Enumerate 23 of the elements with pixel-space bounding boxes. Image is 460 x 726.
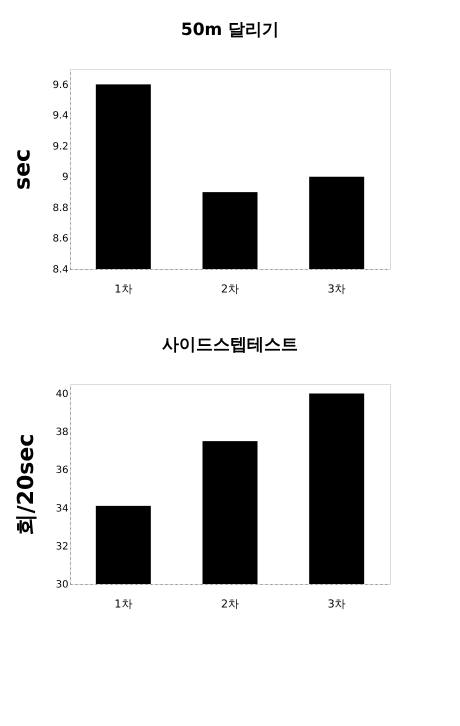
chart-title: 50m 달리기: [180, 20, 280, 40]
x-tick-label: 3차: [328, 598, 346, 610]
x-tick-label: 1차: [114, 282, 132, 296]
y-tick-label: 34: [56, 503, 68, 514]
y-tick-label: 8.4: [52, 264, 68, 276]
chart-title: 사이드스텝테스트: [162, 335, 298, 355]
y-tick-label: 9.4: [52, 110, 68, 122]
x-tick-label: 3차: [328, 282, 346, 296]
y-tick-label: 30: [56, 580, 68, 590]
y-tick-label: 9.6: [52, 80, 68, 91]
y-tick-label: 38: [56, 427, 68, 438]
x-tick-label: 1차: [114, 598, 132, 610]
y-axis-title: 회/20sec: [14, 434, 39, 536]
x-tick-label: 2차: [221, 598, 239, 610]
y-tick-label: 8.8: [52, 202, 68, 214]
y-tick-label: 36: [56, 465, 68, 476]
y-axis-title: sec: [10, 148, 36, 190]
x-tick-label: 2차: [221, 282, 239, 296]
y-tick-label: 32: [56, 541, 68, 552]
y-tick-label: 40: [56, 389, 68, 400]
y-tick-label: 8.6: [52, 234, 68, 245]
y-tick-label: 9.2: [52, 141, 68, 152]
y-tick-label: 9: [62, 172, 68, 184]
